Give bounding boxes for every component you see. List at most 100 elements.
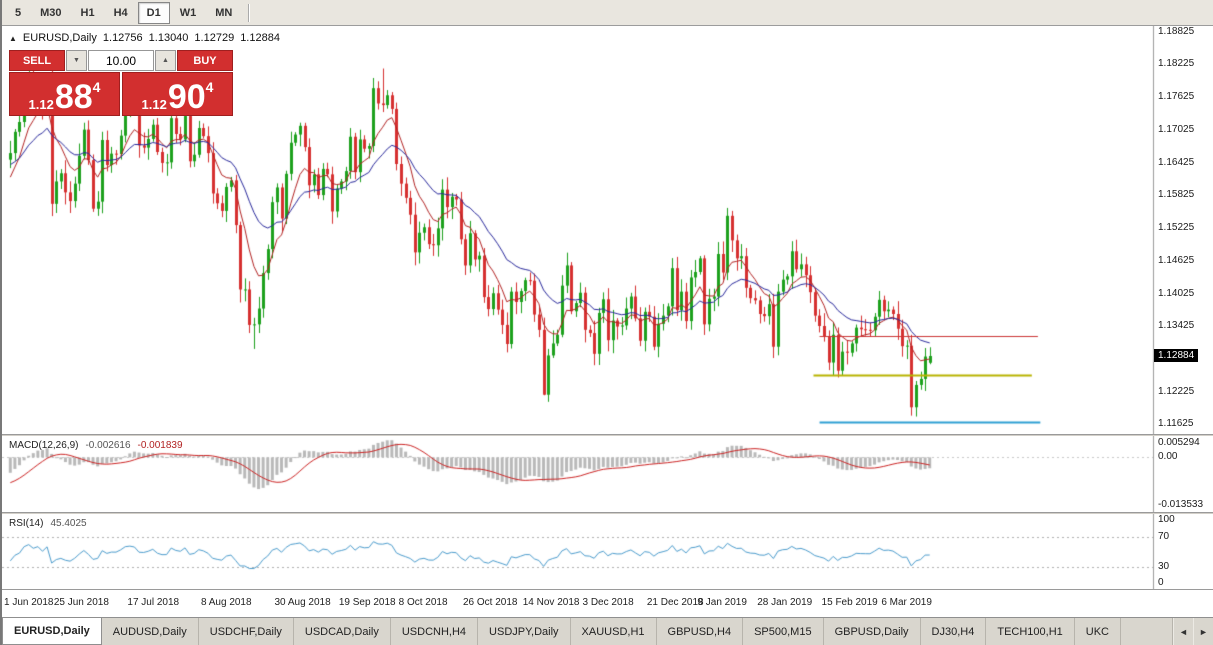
date-axis-label: 3 Dec 2018 [582,597,634,608]
one-click-trading-panel: SELL ▼ 10.00 ▲ BUY 1.12 88 4 1.12 90 [9,50,233,116]
rsi-title: RSI(14) [9,518,44,529]
chart-tab-usdjpy-daily[interactable]: USDJPY,Daily [478,618,571,645]
date-axis-label: 26 Oct 2018 [462,597,518,608]
chart-tab-gbpusd-h4[interactable]: GBPUSD,H4 [657,618,744,645]
bid-price-pipette: 4 [92,79,101,95]
ask-price-pipette: 4 [205,79,214,95]
date-axis-label: 8 Aug 2018 [200,597,252,608]
price-axis-label: 1.18225 [1158,58,1195,70]
chart-tab-usdchf-daily[interactable]: USDCHF,Daily [199,618,294,645]
bid-price-prefix: 1.12 [28,97,54,112]
chart-tab-usdcnh-h4[interactable]: USDCNH,H4 [391,618,479,645]
price-axis-label: 1.17625 [1158,91,1195,103]
macd-title: MACD(12,26,9) [9,440,79,451]
panel-splitter[interactable] [2,512,1213,514]
tabs-scroll-right-button[interactable]: ► [1193,618,1213,645]
ohlc-close: 1.12884 [240,32,280,44]
bid-price-big: 88 [54,78,93,117]
timeframe-button-w1[interactable]: W1 [179,6,197,19]
sell-button[interactable]: SELL [9,50,65,71]
tabs-scroll-left-button[interactable]: ◄ [1173,618,1193,645]
date-axis[interactable]: 1 Jun 2018 25 Jun 2018 17 Jul 2018 8 Aug 20… [2,589,1213,617]
ohlc-open: 1.12756 [102,32,143,44]
price-axis-label: 1.14625 [1158,254,1195,266]
chart-symbol-icon: ▲ [9,33,17,43]
rsi-label: RSI(14) 45.4025 [9,518,87,529]
rsi-canvas[interactable] [2,514,1213,589]
rsi-axis-label: 100 [1158,514,1175,525]
price-axis-label: 1.18825 [1158,25,1195,37]
buy-button[interactable]: BUY [177,50,233,71]
arrow-right-icon: ► [1199,626,1208,637]
date-axis-label: 1 Jun 2018 [4,597,54,608]
date-axis-label: 25 Jun 2018 [53,597,109,608]
chart-tab-tech100-h1[interactable]: TECH100,H1 [986,618,1075,645]
sell-quote-button[interactable]: 1.12 88 4 [9,72,120,116]
rsi-axis-label: 30 [1158,560,1170,572]
toolbar-separator [248,3,251,22]
chart-tab-audusd-daily[interactable]: AUDUSD,Daily [102,618,199,645]
volume-up-button[interactable]: ▲ [155,50,176,71]
date-axis-label: 30 Aug 2018 [274,597,331,608]
macd-signal-value: -0.001839 [137,440,183,451]
rsi-value: 45.4025 [50,518,87,529]
chart-tab-ukc[interactable]: UKC [1075,618,1121,645]
chevron-down-icon: ▼ [73,57,80,64]
macd-panel: MACD(12,26,9) -0.002616 -0.001839 0.0052… [2,436,1213,512]
price-axis-label: 1.17025 [1158,123,1195,135]
macd-label: MACD(12,26,9) -0.002616 -0.001839 [9,440,183,451]
chart-tab-bar: EURUSD,Daily AUDUSD,Daily USDCHF,Daily USDC… [2,617,1213,645]
chart-ohlc-info: ▲ EURUSD,Daily 1.12756 1.13040 1.12729 1… [9,32,280,44]
chart-tab-usdcad-daily[interactable]: USDCAD,Daily [294,618,391,645]
timeframe-toolbar: 5 M30 H1 H4 D1 W1 MN [2,0,1213,26]
chart-window: ▲ EURUSD,Daily 1.12756 1.13040 1.12729 1… [2,26,1213,617]
chart-tab-sp500-m15[interactable]: SP500,M15 [743,618,824,645]
ohlc-high: 1.13040 [148,32,189,44]
date-axis-label: 14 Nov 2018 [522,597,580,608]
macd-main-value: -0.002616 [85,440,131,451]
chart-tab-eurusd-daily[interactable]: EURUSD,Daily [2,618,102,645]
rsi-axis-label: 0 [1158,577,1164,588]
tab-scroll-buttons: ◄ ► [1172,618,1213,645]
date-axis-label: 17 Jul 2018 [127,597,180,608]
date-axis-label: 15 Feb 2019 [821,597,878,608]
macd-canvas[interactable] [2,436,1213,512]
arrow-left-icon: ◄ [1179,626,1188,637]
price-axis-label: 1.14025 [1158,287,1195,299]
date-axis-label: 8 Oct 2018 [398,597,448,608]
macd-axis-label: -0.013533 [1158,499,1204,510]
chart-tab-dj30-h4[interactable]: DJ30,H4 [921,618,987,645]
date-axis-label: 6 Mar 2019 [881,597,932,608]
price-axis-label: 1.11625 [1158,418,1194,430]
panel-splitter[interactable] [2,434,1213,436]
macd-axis-label: 0.00 [1158,451,1178,463]
price-chart-pane: ▲ EURUSD,Daily 1.12756 1.13040 1.12729 1… [2,26,1213,434]
price-axis-label: 1.15825 [1158,189,1195,201]
chevron-up-icon: ▲ [162,57,169,64]
chart-symbol-label: EURUSD,Daily [22,32,97,44]
volume-input[interactable]: 10.00 [88,50,154,71]
volume-dropdown-button[interactable]: ▼ [66,50,87,71]
ask-price-prefix: 1.12 [141,97,167,112]
price-axis-label: 1.12225 [1158,385,1195,397]
price-axis-label: 1.16425 [1158,156,1195,168]
ask-price-big: 90 [167,78,206,117]
rsi-axis-label: 70 [1158,530,1170,542]
timeframe-button-h4[interactable]: H4 [113,6,128,19]
date-axis-label: 19 Sep 2018 [338,597,396,608]
date-axis-label: 28 Jan 2019 [757,597,813,608]
timeframe-button-m30[interactable]: M30 [40,6,62,19]
chart-tab-gbpusd-daily[interactable]: GBPUSD,Daily [824,618,921,645]
timeframe-button-d1[interactable]: D1 [137,1,170,24]
macd-axis-label: 0.005294 [1158,437,1200,448]
timeframe-button-5[interactable]: 5 [15,6,22,19]
timeframe-button-h1[interactable]: H1 [80,6,95,19]
date-axis-label: 21 Dec 2018 [646,597,704,608]
buy-quote-button[interactable]: 1.12 90 4 [122,72,233,116]
price-axis-label: 1.15225 [1158,222,1195,234]
price-axis-label: 1.13425 [1158,320,1195,332]
timeframe-button-mn[interactable]: MN [215,6,233,19]
chart-tab-xauusd-h1[interactable]: XAUUSD,H1 [571,618,657,645]
date-axis-label: 9 Jan 2019 [697,597,747,608]
